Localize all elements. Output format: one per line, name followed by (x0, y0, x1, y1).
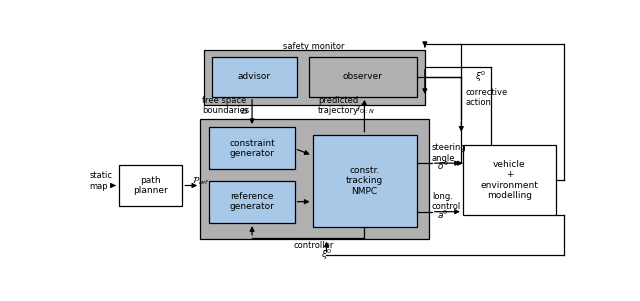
Text: observer: observer (343, 73, 383, 82)
Text: vehicle
+
environment
modelling: vehicle + environment modelling (481, 160, 538, 200)
Text: reference
generator: reference generator (230, 192, 275, 211)
Text: safety monitor: safety monitor (284, 42, 345, 51)
Bar (204, 50, 425, 105)
Text: long.
control: long. control (432, 192, 461, 211)
Bar (312, 135, 417, 227)
Text: $\mathcal{P}_{ref}$: $\mathcal{P}_{ref}$ (193, 175, 210, 187)
Bar (119, 166, 182, 206)
Text: predicted
trajectory: predicted trajectory (318, 96, 359, 115)
Text: $\mathcal{B}$: $\mathcal{B}$ (241, 106, 249, 116)
Bar (308, 57, 417, 97)
Bar (463, 145, 556, 215)
Text: path
planner: path planner (133, 176, 168, 195)
Bar (209, 181, 294, 223)
Text: $\xi^0$: $\xi^0$ (476, 70, 486, 84)
Text: corrective
action: corrective action (466, 88, 508, 107)
Text: advisor: advisor (238, 73, 271, 82)
Text: controller: controller (294, 241, 334, 250)
Text: $\xi^0$: $\xi^0$ (321, 247, 332, 262)
Text: constr.
tracking
NMPC: constr. tracking NMPC (346, 166, 383, 196)
Text: $\mathcal{T}^*_{0:N}$: $\mathcal{T}^*_{0:N}$ (355, 101, 375, 116)
Text: $a^0$: $a^0$ (437, 209, 449, 221)
Text: steering
angle: steering angle (432, 144, 467, 163)
Text: static
map: static map (90, 171, 112, 191)
Text: constraint
generator: constraint generator (229, 139, 275, 158)
Bar (209, 127, 294, 169)
Text: $\delta^0$: $\delta^0$ (437, 159, 449, 172)
Text: free space
boundaries: free space boundaries (202, 96, 250, 115)
Bar (212, 57, 297, 97)
Bar (200, 119, 429, 239)
